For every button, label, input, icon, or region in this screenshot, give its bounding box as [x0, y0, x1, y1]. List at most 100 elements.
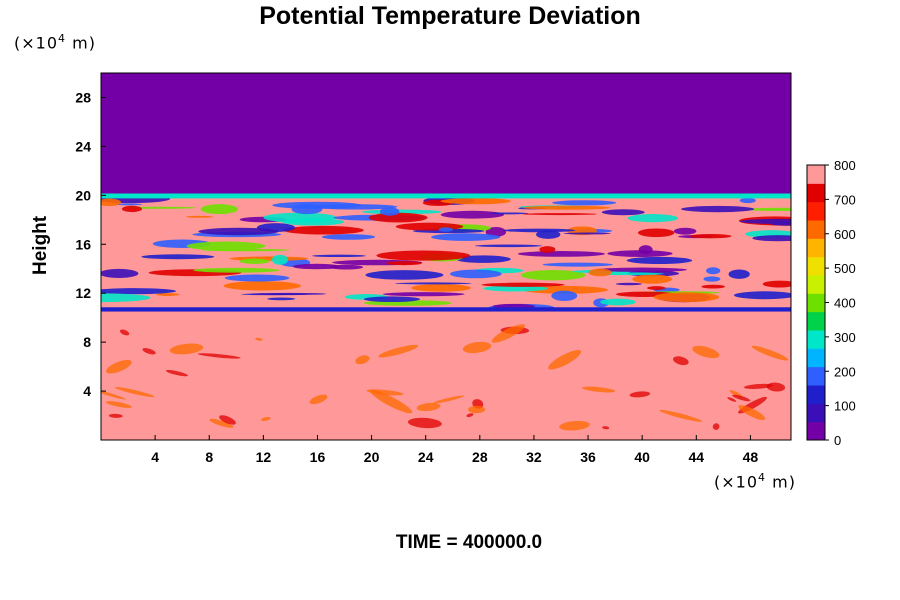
- colorbar-tick-label: 200: [834, 364, 856, 379]
- x-tick-label: 48: [743, 449, 759, 465]
- filament: [263, 212, 337, 223]
- x-tick-label: 16: [310, 449, 326, 465]
- plume: [751, 345, 789, 361]
- y-tick-label: 24: [75, 138, 91, 154]
- filament: [739, 218, 791, 224]
- y-tick-label: 12: [75, 285, 91, 301]
- plume: [744, 383, 773, 389]
- filament: [368, 212, 428, 223]
- colorbar-segment: [807, 348, 825, 368]
- field-layer: [101, 73, 791, 440]
- colorbar-segment: [807, 330, 825, 349]
- filament: [632, 274, 673, 284]
- colorbar-segment: [807, 293, 825, 313]
- plume: [197, 353, 241, 359]
- x-axis-ticks: 4 8 12 16 20 24 28 32 36 40 44 48: [151, 435, 758, 465]
- plume: [462, 341, 492, 354]
- filament: [395, 222, 464, 231]
- filament: [637, 228, 675, 238]
- filament: [647, 286, 666, 290]
- filament: [588, 268, 612, 277]
- x-tick-label: 4: [151, 449, 159, 465]
- filament: [283, 225, 364, 235]
- filament: [440, 210, 505, 219]
- filament: [431, 233, 501, 241]
- plume: [108, 413, 123, 418]
- filament: [563, 232, 611, 235]
- filament: [551, 290, 578, 301]
- filament: [376, 250, 471, 261]
- colorbar-segment: [807, 366, 825, 386]
- filament: [223, 281, 302, 291]
- filament: [386, 261, 422, 266]
- colorbar-segment: [807, 275, 825, 294]
- filament: [689, 234, 732, 239]
- x-tick-label: 32: [526, 449, 542, 465]
- colorbar-segment: [807, 220, 825, 239]
- filament: [312, 254, 366, 258]
- filament: [607, 250, 673, 257]
- filament: [156, 293, 180, 296]
- filament: [395, 282, 472, 285]
- filament: [638, 245, 653, 255]
- plume: [416, 402, 441, 412]
- plume: [659, 409, 703, 422]
- plot-frame: [100, 72, 792, 441]
- stable-layer-top-edge: [101, 193, 791, 199]
- filament: [739, 197, 756, 204]
- filament: [141, 254, 215, 260]
- plume: [548, 350, 582, 370]
- filament: [552, 200, 617, 206]
- filament: [250, 292, 327, 295]
- y-tick-label: 8: [83, 334, 91, 350]
- filament: [200, 204, 239, 215]
- filament: [186, 241, 266, 251]
- y-axis-ticks: 4 8 12 16 20 24 28: [75, 89, 106, 399]
- y-tick-label: 4: [83, 383, 91, 399]
- filament: [267, 297, 296, 301]
- y-tick-label: 16: [75, 236, 91, 252]
- colorbar-tick-label: 100: [834, 399, 856, 414]
- filament: [121, 205, 143, 213]
- filament: [482, 285, 548, 292]
- filament: [626, 256, 693, 265]
- filament: [601, 209, 645, 216]
- plume: [602, 426, 610, 430]
- plume: [559, 420, 590, 431]
- x-tick-label: 28: [472, 449, 488, 465]
- plume: [105, 401, 132, 408]
- colorbar-segment: [807, 385, 825, 404]
- plume: [433, 395, 465, 404]
- x-tick-label: 12: [256, 449, 272, 465]
- filament: [321, 234, 376, 240]
- filament: [449, 269, 502, 279]
- filament: [627, 214, 679, 223]
- plume: [629, 391, 651, 398]
- filament: [455, 255, 511, 263]
- filament: [101, 268, 139, 278]
- plume: [692, 345, 720, 359]
- colorbar-tick-label: 600: [834, 227, 856, 242]
- filament: [752, 235, 791, 242]
- filament: [762, 280, 791, 288]
- filament: [481, 282, 565, 287]
- colorbar-segment: [807, 311, 825, 331]
- colorbar-tick-label: 300: [834, 330, 856, 345]
- plume: [378, 344, 419, 358]
- filament: [539, 246, 556, 253]
- filament: [115, 203, 143, 206]
- y-axis-unit: (×104 m): [14, 32, 96, 53]
- plume: [355, 355, 370, 365]
- plume: [468, 405, 486, 414]
- filament: [733, 291, 791, 300]
- filament: [673, 227, 697, 235]
- x-tick-label: 8: [205, 449, 213, 465]
- plume: [165, 370, 188, 377]
- plume: [169, 343, 204, 355]
- filament: [474, 244, 543, 248]
- filament: [185, 215, 214, 218]
- filament: [520, 269, 586, 281]
- plume: [309, 394, 328, 405]
- filament: [681, 205, 755, 213]
- plume: [114, 386, 155, 398]
